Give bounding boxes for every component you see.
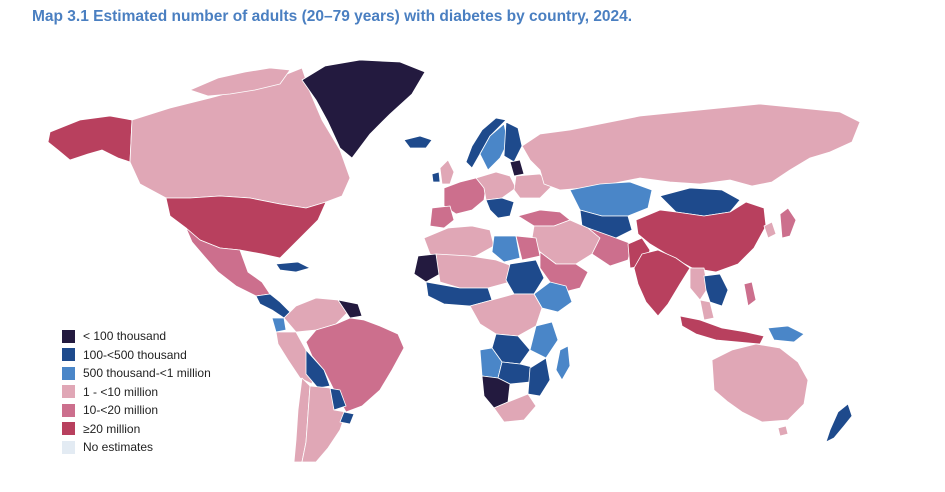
legend-swatch <box>62 440 75 454</box>
region-se-asia <box>703 273 729 307</box>
legend-item: ≥20 million <box>62 420 211 439</box>
legend-label: 100-<500 thousand <box>83 347 187 362</box>
region-thailand <box>699 299 715 321</box>
region-caribbean <box>275 261 311 273</box>
legend-item: 500 thousand-<1 million <box>62 364 211 383</box>
legend-item: No estimates <box>62 438 211 457</box>
legend-swatch <box>62 403 75 417</box>
region-mauritania <box>413 253 441 283</box>
region-central-america <box>255 293 291 319</box>
region-ecuador <box>271 317 287 333</box>
region-egypt <box>515 235 541 261</box>
legend-item: 10-<20 million <box>62 401 211 420</box>
region-india <box>633 249 691 317</box>
region-iberia <box>429 205 455 229</box>
legend-swatch <box>62 385 75 399</box>
region-iceland <box>403 135 433 149</box>
legend-item: 1 - <10 million <box>62 383 211 402</box>
legend-label: 1 - <10 million <box>83 384 159 399</box>
region-myanmar <box>689 267 709 301</box>
legend-label: No estimates <box>83 440 154 455</box>
region-australia <box>711 343 809 423</box>
region-central-europe <box>475 171 517 201</box>
region-japan <box>779 207 797 239</box>
region-greenland <box>301 59 426 159</box>
region-peru <box>275 331 315 385</box>
legend-label: ≥20 million <box>83 421 141 436</box>
region-russia <box>521 103 861 191</box>
region-uk <box>439 159 455 185</box>
region-finland <box>503 121 523 163</box>
legend-item: 100-<500 thousand <box>62 346 211 365</box>
legend-label: < 100 thousand <box>83 329 167 344</box>
legend-swatch <box>62 366 75 380</box>
region-east-africa <box>529 321 559 359</box>
region-tasmania <box>777 425 789 437</box>
region-baltics <box>509 159 525 177</box>
region-mozambique <box>527 357 551 397</box>
legend-swatch <box>62 348 75 362</box>
region-central-africa <box>469 293 543 337</box>
map-legend: < 100 thousand 100-<500 thousand 500 thous… <box>62 327 211 457</box>
region-south-africa <box>493 393 537 423</box>
region-ireland <box>431 171 441 183</box>
region-sudan <box>505 259 545 295</box>
region-libya <box>491 235 521 263</box>
region-papua <box>767 325 805 343</box>
legend-label: 10-<20 million <box>83 403 159 418</box>
region-iran <box>587 227 633 267</box>
region-alaska <box>47 115 133 163</box>
region-indonesia <box>679 315 765 345</box>
legend-swatch <box>62 329 75 343</box>
region-philippines <box>743 281 757 307</box>
legend-swatch <box>62 422 75 436</box>
map-title: Map 3.1 Estimated number of adults (20–7… <box>32 8 633 25</box>
region-balkans <box>485 197 515 219</box>
region-uruguay <box>339 411 355 425</box>
world-map <box>47 59 861 463</box>
region-madagascar <box>555 345 571 381</box>
region-guyanas <box>337 299 363 319</box>
legend-item: < 100 thousand <box>62 327 211 346</box>
region-arabia <box>539 251 589 293</box>
region-new-zealand <box>825 403 853 443</box>
region-arctic-islands <box>189 67 291 97</box>
region-argentina <box>301 385 347 463</box>
legend-label: 500 thousand-<1 million <box>83 366 211 381</box>
region-korea <box>763 221 777 239</box>
